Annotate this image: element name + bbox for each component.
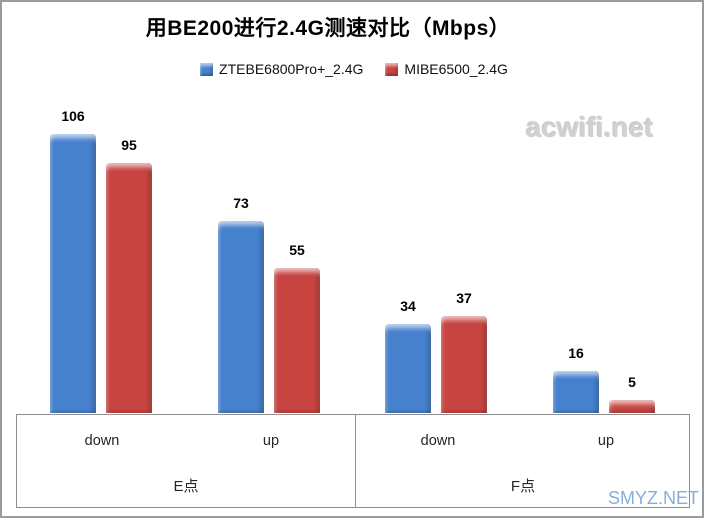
category-label-f-down: down	[420, 433, 456, 449]
bar-mi-e-down	[106, 163, 152, 413]
legend: ZTEBE6800Pro+_2.4G MIBE6500_2.4G	[2, 59, 702, 79]
category-label-e-up: up	[262, 433, 280, 449]
chart-title: 用BE200进行2.4G测速对比（Mbps）	[145, 17, 511, 40]
legend-label-mi: MIBE6500_2.4G	[404, 61, 508, 77]
legend-swatch-blue-icon	[200, 62, 214, 76]
group-label-f: F点	[510, 478, 536, 495]
watermark-smyz: SMYZ.NET	[608, 488, 700, 508]
bar-value-zte-e-down: 106	[61, 108, 85, 124]
group-label-e: E点	[173, 478, 199, 495]
group-divider-line	[355, 415, 356, 508]
legend-item-zte: ZTEBE6800Pro+_2.4G	[200, 61, 363, 77]
bar-value-mi-f-up: 5	[628, 374, 636, 390]
legend-item-mi: MIBE6500_2.4G	[385, 61, 508, 77]
bar-mi-f-up	[609, 400, 655, 413]
bar-zte-f-up	[553, 371, 599, 413]
bar-value-mi-e-down: 95	[121, 137, 137, 153]
legend-label-zte: ZTEBE6800Pro+_2.4G	[219, 61, 364, 77]
bar-value-zte-f-up: 16	[568, 345, 584, 361]
category-label-e-down: down	[84, 433, 120, 449]
category-axis: down up down up E点 F点	[16, 414, 690, 508]
bar-value-zte-f-down: 34	[400, 298, 416, 314]
bar-value-mi-e-up: 55	[289, 242, 305, 258]
bar-zte-e-down	[50, 134, 96, 413]
bar-value-mi-f-down: 37	[456, 290, 472, 306]
watermark-acwifi: acwifi.net	[526, 112, 654, 143]
bar-mi-e-up	[274, 268, 320, 413]
bar-value-zte-e-up: 73	[233, 195, 249, 211]
bar-zte-e-up	[218, 221, 264, 413]
category-label-f-up: up	[597, 433, 615, 449]
bar-zte-f-down	[385, 324, 431, 413]
bar-mi-f-down	[441, 316, 487, 413]
legend-swatch-red-icon	[385, 62, 399, 76]
